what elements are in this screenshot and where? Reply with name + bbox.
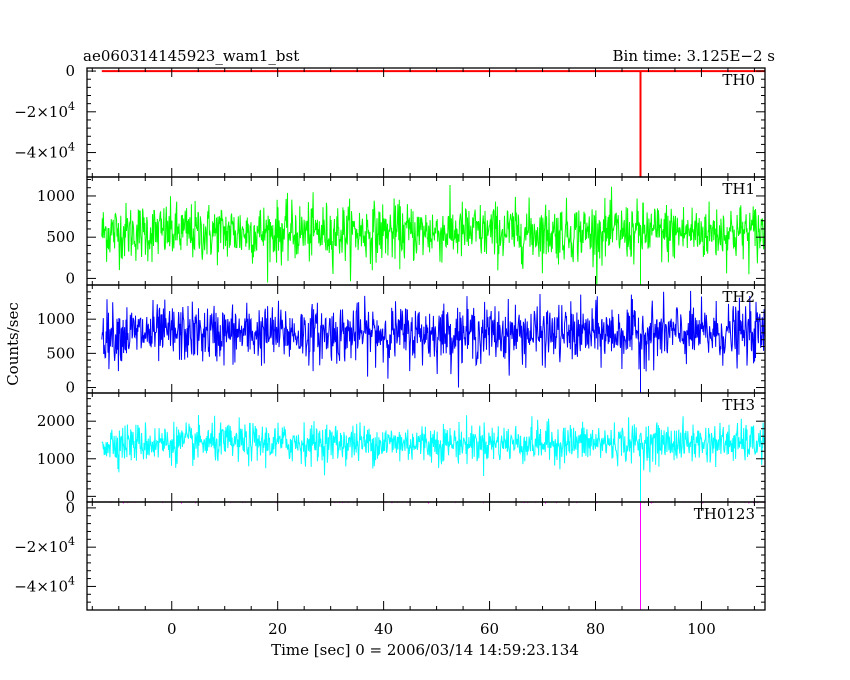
panel-label: TH2 xyxy=(722,288,755,306)
panel-th2: TH2 0 500 1000 xyxy=(37,284,766,397)
panel-label: TH0123 xyxy=(694,505,755,523)
y-tick-label: −4×104 xyxy=(14,141,75,162)
series-line-th0123 xyxy=(103,502,765,610)
y-tick-label: −2×104 xyxy=(14,535,75,556)
y-tick-label: 0 xyxy=(65,62,75,80)
panel-frame xyxy=(86,392,766,503)
series-line-th2 xyxy=(101,290,765,393)
panel-label: TH1 xyxy=(722,180,755,198)
panel-stack: TH00−2×104−4×104TH105001000TH205001000TH… xyxy=(14,62,766,638)
panel-frame xyxy=(86,67,766,178)
panel-frame xyxy=(86,501,766,611)
y-axis-label: Counts/sec xyxy=(4,302,22,386)
x-tick-label: 20 xyxy=(268,620,287,638)
y-tick-label: 0 xyxy=(65,487,75,505)
chart-title: ae060314145923_wam1_bst xyxy=(83,47,299,65)
panel-label: TH3 xyxy=(722,396,755,414)
series-line-th3 xyxy=(101,415,765,502)
panel-label: TH0 xyxy=(722,71,755,89)
x-tick-label: 100 xyxy=(687,620,716,638)
y-tick-label: 500 xyxy=(46,344,75,362)
y-tick-label: 500 xyxy=(46,228,75,246)
x-tick-label: 60 xyxy=(480,620,499,638)
y-tick-label: 1000 xyxy=(37,187,75,205)
panel-th1: TH1 0 500 1000 xyxy=(37,176,766,287)
y-tick-label: 0 xyxy=(65,379,75,397)
x-tick-label: 40 xyxy=(374,620,393,638)
x-tick-label: 80 xyxy=(586,620,605,638)
y-tick-label: 0 xyxy=(65,269,75,287)
y-tick-label: 1000 xyxy=(37,450,75,468)
y-tick-label: 1000 xyxy=(37,310,75,328)
series-line-th1 xyxy=(101,184,765,285)
x-tick-label: 0 xyxy=(167,620,177,638)
panel-th0123: TH0123 0 −2×104 −4×104 xyxy=(14,499,766,611)
series-line-th0 xyxy=(101,70,765,177)
bin-time-label: Bin time: 3.125E−2 s xyxy=(613,47,775,65)
y-tick-label: 0 xyxy=(65,499,75,517)
panel-th0: TH0 0 −2×104 −4×104 xyxy=(14,62,766,178)
panel-th3: TH3 0 1000 2000 xyxy=(37,392,766,505)
x-axis-label: Time [sec] 0 = 2006/03/14 14:59:23.134 xyxy=(271,641,579,659)
y-tick-label: −4×104 xyxy=(14,574,75,595)
y-tick-label: −2×104 xyxy=(14,100,75,121)
y-tick-label: 2000 xyxy=(37,412,75,430)
